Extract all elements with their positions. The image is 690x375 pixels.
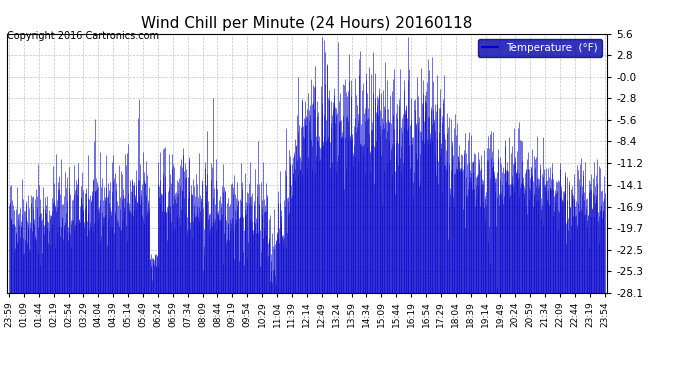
Title: Wind Chill per Minute (24 Hours) 20160118: Wind Chill per Minute (24 Hours) 2016011… — [141, 16, 473, 31]
Text: Copyright 2016 Cartronics.com: Copyright 2016 Cartronics.com — [7, 32, 159, 41]
Legend: Temperature  (°F): Temperature (°F) — [478, 39, 602, 57]
